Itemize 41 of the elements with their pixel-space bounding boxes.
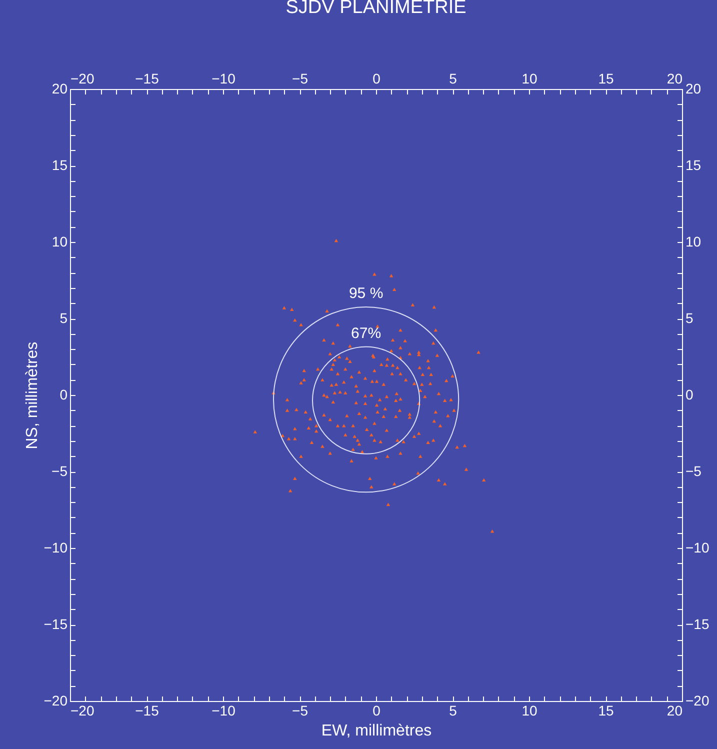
x-tick-label: 10 xyxy=(522,702,538,718)
x-tick-label: 15 xyxy=(598,702,614,718)
y2-tick-label: 15 xyxy=(686,157,702,173)
y-tick-label: −15 xyxy=(44,616,68,632)
x2-tick-label: −10 xyxy=(212,70,236,86)
x2-tick-label: 5 xyxy=(449,70,458,86)
x-tick-label: −15 xyxy=(135,702,160,718)
chart-title: SJDV PLANIMETRIE xyxy=(286,0,466,18)
annotation: 67% xyxy=(351,324,382,342)
y2-tick-label: −15 xyxy=(686,616,710,632)
x-axis-title: EW, millimètres xyxy=(321,722,432,740)
x2-tick-label: 0 xyxy=(372,70,381,86)
y-tick-label: −10 xyxy=(44,540,68,556)
x2-tick-label: 20 xyxy=(666,70,683,86)
y-tick-label: 0 xyxy=(60,386,68,402)
y-tick-label: 5 xyxy=(60,310,68,326)
x-tick-label: −10 xyxy=(212,702,236,718)
x-tick-label: −20 xyxy=(70,702,94,718)
x2-tick-label: −20 xyxy=(70,70,94,86)
x2-tick-label: 15 xyxy=(598,70,614,86)
y-tick-label: −20 xyxy=(44,692,68,708)
x2-tick-label: 10 xyxy=(522,70,538,86)
x-tick-label: −5 xyxy=(292,702,308,718)
y2-tick-label: −10 xyxy=(686,540,710,556)
y-axis-title: NS, millimètres xyxy=(24,342,41,450)
x-tick-label: 20 xyxy=(666,702,683,718)
y2-tick-label: −5 xyxy=(686,463,702,479)
y2-tick-label: 0 xyxy=(686,386,694,402)
annotation: 95 % xyxy=(348,285,384,302)
y-tick-label: 20 xyxy=(52,80,68,96)
y2-tick-label: 20 xyxy=(686,80,702,96)
y2-tick-label: −20 xyxy=(686,692,710,708)
y-tick-label: 10 xyxy=(52,234,68,250)
y-tick-label: −5 xyxy=(52,463,68,479)
x2-tick-label: −15 xyxy=(135,70,160,86)
y2-tick-label: 5 xyxy=(686,310,694,326)
x2-tick-label: −5 xyxy=(292,70,308,86)
x-tick-label: 5 xyxy=(449,702,458,718)
y-tick-label: 15 xyxy=(52,157,68,173)
x-tick-label: 0 xyxy=(372,702,381,718)
y2-tick-label: 10 xyxy=(686,234,702,250)
